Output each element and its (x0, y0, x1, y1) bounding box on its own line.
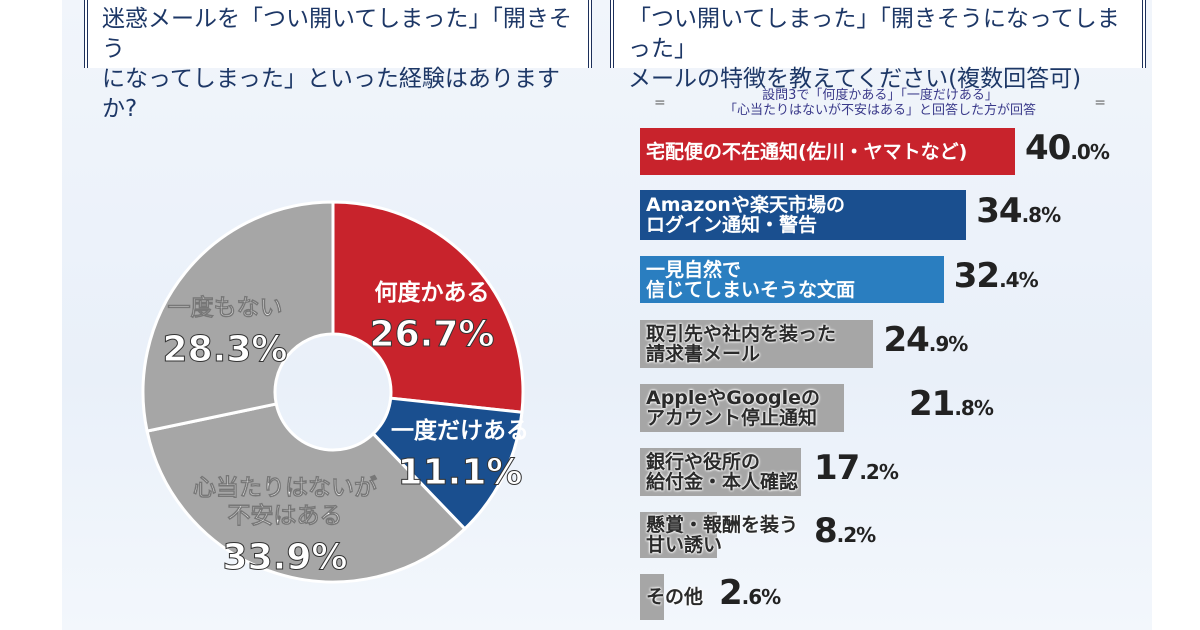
bar (640, 448, 802, 496)
bar-label: その他 (646, 586, 704, 608)
note-eq-right: = (1094, 95, 1106, 111)
pie-slice-value: 33.9% (223, 537, 348, 578)
bar (640, 512, 717, 558)
bar-label: 一見自然で 信じてしまいそうな文面 (646, 258, 856, 301)
bar-label: 懸賞・報酬を装う 甘い誘い (646, 514, 799, 556)
bar-value: 17.2% (814, 448, 899, 488)
respondent-note: = 設問3で「何度かある」「一度だけある」 「心当たりはないが不安はある」と回答… (640, 88, 1120, 118)
pie-slice-label: 一度だけある (391, 417, 529, 444)
bar (640, 574, 665, 620)
bar (640, 256, 944, 303)
bar (640, 384, 845, 432)
bar-label: 銀行や役所の 給付金・本人確認 (646, 451, 799, 493)
pie-slice (145, 402, 467, 584)
bar-value: 34.8% (976, 191, 1061, 231)
bar-value: 24.9% (883, 320, 968, 360)
pie-slice-value: 28.3% (163, 329, 288, 370)
title-line: メールの特徴を教えてください(複数回答可) (628, 66, 1082, 92)
bar (640, 190, 967, 240)
bar-label: Amazonや楽天市場の ログイン通知・警告 (646, 194, 845, 236)
bar-value: 40.0% (1025, 127, 1110, 168)
note-line: 「心当たりはないが不安はある」と回答した方が回答 (723, 103, 1036, 118)
title-line: になってしまった」といった経験はありますか? (102, 66, 560, 122)
pie-slice-label: 不安はある (228, 502, 343, 529)
pie-slice-value: 26.7% (370, 314, 495, 355)
bar-label: 取引先や社内を装った 請求書メール (646, 323, 837, 365)
bar (640, 320, 874, 368)
bar (640, 128, 1015, 175)
left-question-title: 迷惑メールを「つい開いてしまった」「開きそう になってしまった」といった経験はあ… (84, 0, 592, 122)
pie-slice-label: 心当たりはないが (193, 474, 377, 501)
pie-slice (331, 200, 525, 414)
bar-value: 2.6% (719, 573, 781, 613)
title-line: 「つい開いてしまった」「開きそうになってしまった」 (628, 6, 1120, 62)
pie-slice-label: 一度もない (168, 294, 283, 321)
pie-slice-label: 何度かある (375, 279, 490, 306)
right-question-title: 「つい開いてしまった」「開きそうになってしまった」 メールの特徴を教えてください… (610, 0, 1146, 92)
pie-slice-value: 11.1% (398, 452, 523, 493)
bar-value: 32.4% (953, 255, 1039, 296)
pie-slice (141, 200, 335, 433)
bar-value: 21.8% (909, 384, 994, 424)
bar-value: 8.2% (814, 511, 876, 551)
title-line: 迷惑メールを「つい開いてしまった」「開きそう (102, 6, 572, 62)
bar-label: AppleやGoogleの アカウント停止通知 (646, 387, 821, 429)
pie-slice (371, 396, 524, 531)
bar-label: 宅配便の不在通知(佐川・ヤマトなど) (646, 140, 968, 163)
note-line: 設問3で「何度かある」「一度だけある」 (762, 88, 998, 103)
note-eq-left: = (654, 95, 666, 111)
